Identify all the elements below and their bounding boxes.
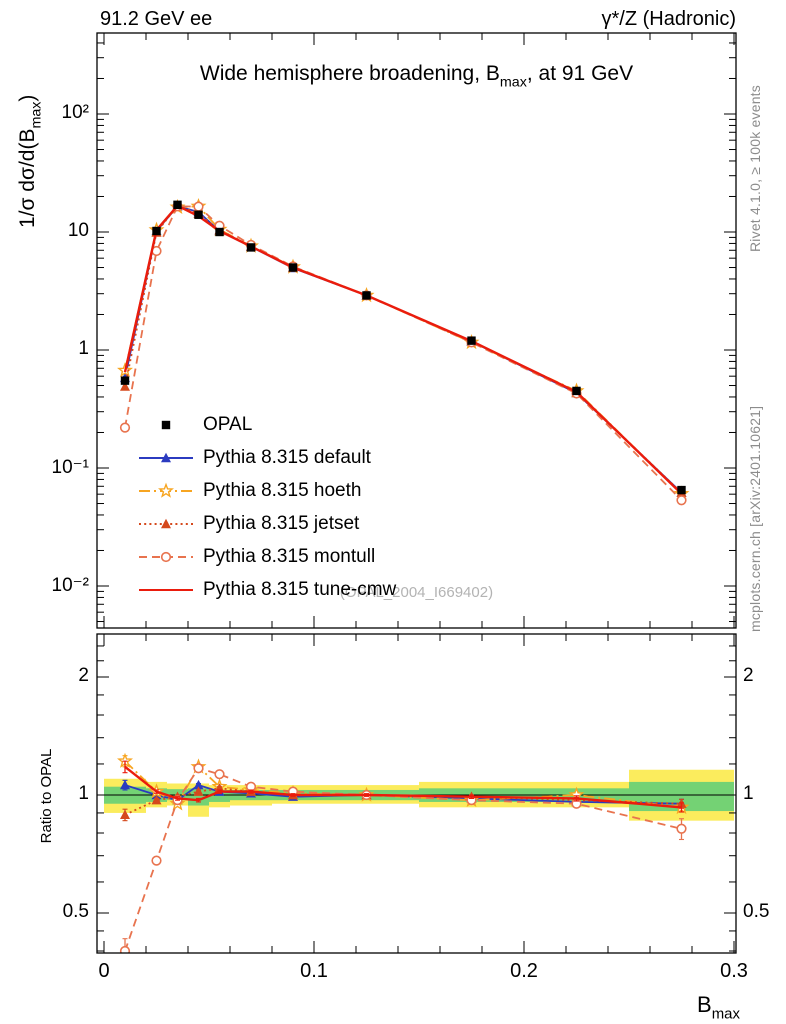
ratio-y-tick-label-right: 1 (743, 783, 754, 804)
legend-triangle-icon (139, 518, 193, 528)
data-point-circle (214, 769, 225, 780)
legend-item-6: Pythia 8.315 tune-cmw (138, 573, 396, 606)
process-label: γ*/Z (Hadronic) (601, 8, 736, 30)
legend-item-5: Pythia 8.315 montull (138, 540, 396, 573)
legend-triangle-icon (139, 452, 193, 462)
data-point-circle (193, 763, 204, 774)
axis-ticks (97, 33, 736, 953)
legend-label: Pythia 8.315 default (203, 446, 371, 468)
plot-title: Wide hemisphere broadening, Bmax, at 91 … (97, 62, 736, 90)
data-point-star (158, 482, 174, 498)
data-point-square (215, 227, 224, 237)
legend-square-icon (161, 420, 171, 429)
band-green (188, 788, 209, 806)
data-point-square (572, 386, 581, 396)
ratio-y-tick-label-right: 2 (743, 665, 754, 686)
data-point-triangle (151, 794, 162, 805)
legend-label: Pythia 8.315 montull (203, 545, 376, 567)
band-green (209, 789, 230, 802)
data-point-triangle (120, 381, 130, 391)
ratio-frame (96, 633, 737, 954)
data-point-square (467, 336, 476, 345)
data-point-circle (119, 422, 131, 433)
data-point-circle (119, 945, 131, 953)
data-point-square (194, 210, 203, 219)
x-tick-label: 0.1 (300, 960, 328, 982)
data-point-square (120, 376, 130, 385)
legend-star-icon (139, 482, 193, 498)
data-point-square (288, 263, 298, 272)
ratio-y-tick-label-left: 2 (78, 665, 89, 686)
legend-item-2: Pythia 8.315 default (138, 441, 396, 474)
data-point-circle (676, 495, 687, 506)
data-point-triangle (193, 786, 204, 796)
legend-item-4: Pythia 8.315 jetset (138, 507, 396, 540)
main-y-tick-label: 10 (67, 220, 89, 241)
main-y-tick-label: 10⁻² (51, 575, 90, 596)
analysis-id-watermark: (OPAL_2004_I669402) (339, 584, 494, 601)
data-point-circle (676, 823, 687, 834)
data-point-triangle (120, 809, 130, 820)
data-point-square (246, 243, 256, 252)
plot-title-subscript: max (499, 74, 527, 91)
data-point-triangle (161, 452, 171, 462)
legend-label: Pythia 8.315 jetset (203, 512, 360, 534)
legend-item-3: Pythia 8.315 hoeth (138, 474, 396, 507)
main-y-tick-label: 10⁻¹ (51, 457, 90, 478)
x-axis-label-text: B (697, 992, 712, 1017)
plot-title-text-2: , at 91 GeV (526, 62, 634, 85)
ratio-y-tick-label-left: 0.5 (62, 901, 89, 922)
legend-label: OPAL (203, 413, 253, 435)
ratio-y-tick-label-left: 1 (78, 783, 89, 804)
data-point-circle (193, 201, 204, 212)
main-y-tick-label: 1 (78, 338, 89, 359)
main-y-tick-label: 10² (61, 102, 89, 123)
legend: OPAL Pythia 8.315 default Pythia 8.315 hoe… (138, 408, 396, 606)
data-point-square (173, 200, 182, 210)
data-point-square (152, 226, 161, 236)
x-axis-label-subscript: max (711, 1005, 740, 1023)
plot-title-text: Wide hemisphere broadening, B (199, 62, 500, 85)
x-tick-label: 0.3 (720, 960, 748, 982)
ratio-series (117, 752, 690, 953)
legend-label: Pythia 8.315 hoeth (203, 479, 362, 501)
legend-label: Pythia 8.315 tune-cmw (203, 578, 397, 600)
x-tick-label: 0 (98, 960, 110, 982)
x-axis-label: Bmax (697, 992, 740, 1023)
data-point-triangle (193, 779, 204, 790)
data-point-square (362, 291, 371, 300)
data-point-triangle (161, 518, 171, 528)
legend-circle-icon (139, 551, 193, 562)
reference-data-points (120, 200, 686, 495)
data-point-circle (151, 855, 162, 866)
data-point-circle (160, 551, 172, 562)
data-point-triangle (120, 779, 130, 790)
x-tick-label: 0.2 (510, 960, 538, 982)
data-point-square (161, 420, 171, 429)
beam-energy-label: 91.2 GeV ee (100, 8, 213, 30)
ratio-y-tick-label-right: 0.5 (743, 901, 770, 922)
legend-item-1: OPAL (138, 408, 396, 441)
main-frame (96, 32, 737, 629)
data-point-square (677, 485, 686, 495)
legend-line-icon (139, 588, 193, 591)
